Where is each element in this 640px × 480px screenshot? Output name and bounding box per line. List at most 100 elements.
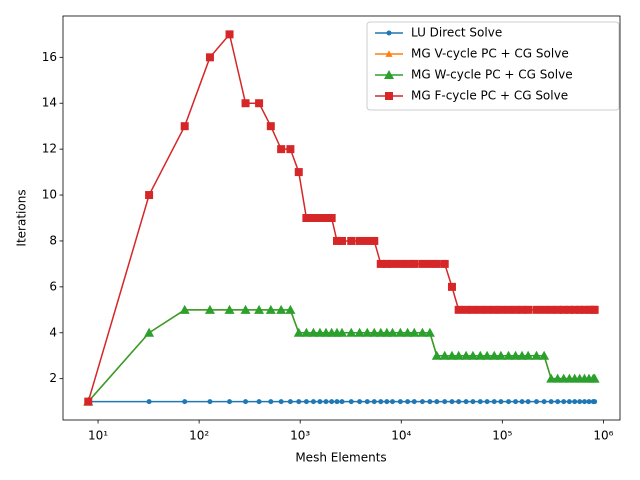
marker [431,350,442,360]
marker [559,305,568,314]
marker [278,399,284,405]
marker [255,99,264,108]
marker [424,327,435,337]
y-tick-label: 12 [42,142,57,156]
marker [317,399,323,405]
marker [268,399,274,405]
marker [447,282,456,291]
marker [511,305,520,314]
marker [546,373,557,383]
marker [446,350,457,360]
marker [589,373,600,383]
x-tick-label: 10² [189,429,209,443]
marker [357,399,363,405]
marker [403,259,412,268]
marker [425,259,434,268]
marker [378,399,384,405]
marker [385,92,393,100]
marker [225,30,234,39]
marker [584,305,593,314]
marker [382,259,391,268]
marker [309,214,318,222]
marker [427,399,433,405]
marker [555,399,561,405]
legend-label: MG W-cycle PC + CG Solve [411,68,573,82]
marker [484,399,490,405]
marker [310,399,316,405]
marker [265,304,276,314]
marker [506,399,512,405]
marker [586,399,592,405]
marker [489,350,500,360]
marker [323,399,329,405]
marker [580,305,589,314]
marker [224,304,235,314]
marker [364,399,370,405]
marker [496,305,505,314]
marker [461,350,472,360]
marker [266,122,275,131]
marker [396,259,405,268]
x-tick-label: 10⁵ [492,429,512,443]
x-tick-label: 10⁴ [391,429,411,443]
marker [146,399,152,405]
marker [525,399,531,405]
marker [294,168,303,177]
marker [490,305,499,314]
marker [524,305,533,314]
marker [227,399,233,405]
marker [348,399,354,405]
marker [477,399,483,405]
marker [476,305,485,314]
marker [539,350,550,360]
marker [566,399,572,405]
marker [145,191,154,200]
marker [301,327,312,337]
x-tick-label: 10¹ [88,429,108,443]
marker [388,259,397,268]
y-tick-label: 16 [42,50,57,64]
legend-label: LU Direct Solve [411,26,502,40]
marker [286,145,295,154]
marker [540,305,549,314]
marker [565,305,574,314]
marker [287,399,293,405]
marker [321,214,330,222]
marker [293,327,304,337]
x-axis-label: Mesh Elements [295,451,386,465]
marker [362,327,373,337]
marker [386,30,392,36]
y-tick-label: 6 [49,279,57,293]
marker [541,399,547,405]
marker [144,327,155,337]
marker [180,122,189,131]
marker [547,305,556,314]
marker [302,214,311,222]
marker [240,304,251,314]
legend-box [366,21,620,111]
marker [533,399,539,405]
x-tick-label: 10⁶ [593,429,613,443]
marker [409,327,420,337]
marker [468,305,477,314]
marker [389,399,395,405]
marker [572,399,578,405]
marker [482,350,493,360]
marker [84,397,93,406]
marker [439,350,450,360]
marker [592,399,598,405]
marker [387,327,398,337]
marker [334,399,340,405]
marker [308,327,319,337]
marker [384,70,394,79]
marker [519,399,525,405]
marker [510,350,521,360]
marker [370,236,379,245]
marker [336,327,347,337]
y-tick-label: 14 [42,96,57,110]
y-tick-label: 8 [49,233,57,247]
marker [329,399,335,405]
marker [553,305,562,314]
series [83,304,600,406]
